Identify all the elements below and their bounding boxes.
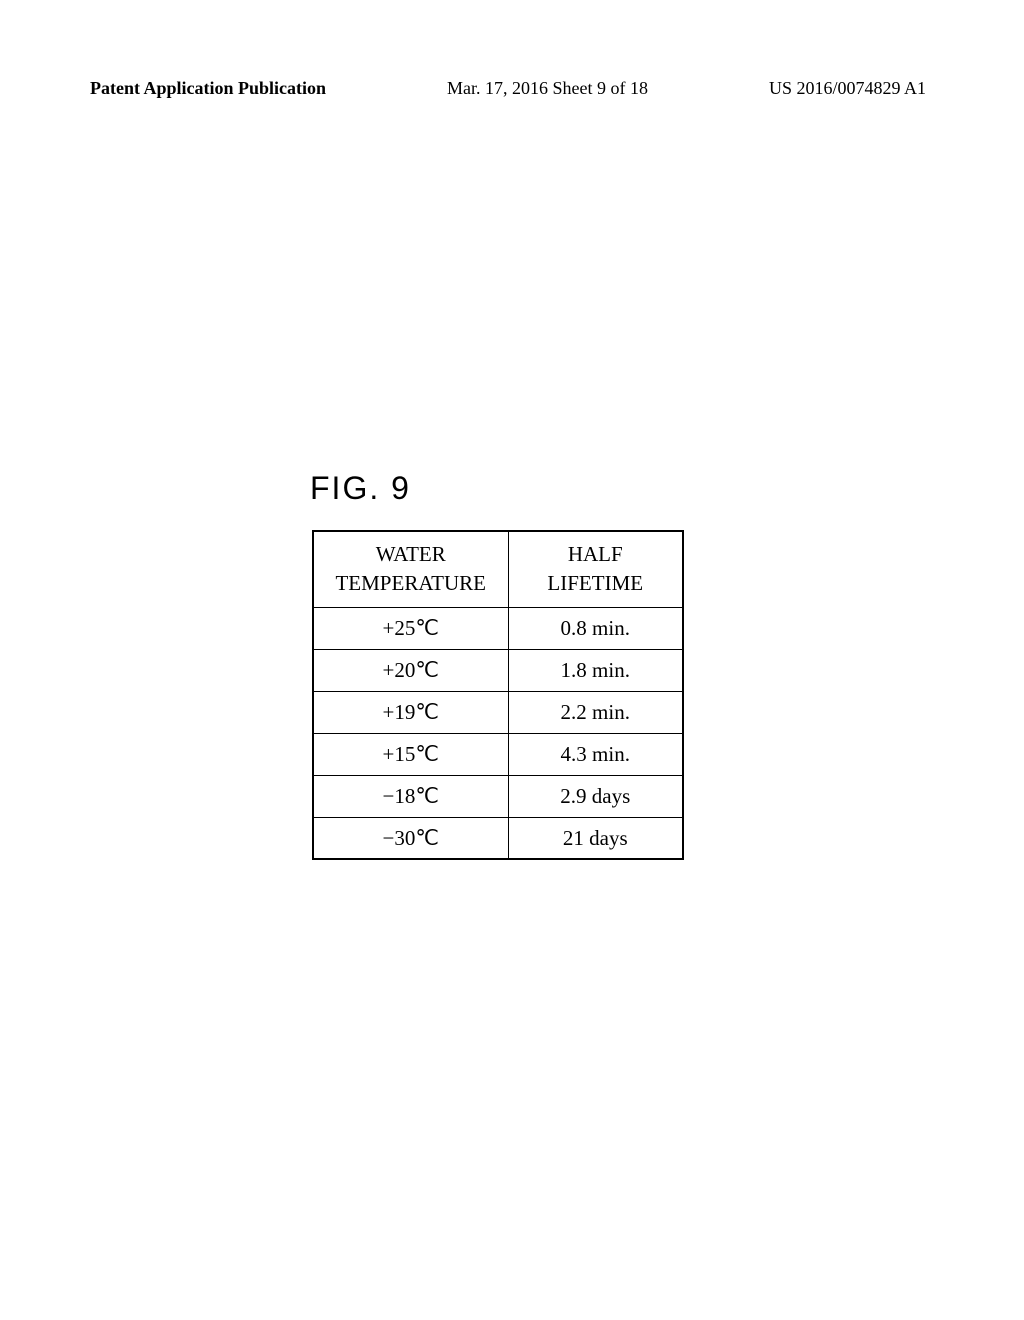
cell-temperature: −30℃ (313, 817, 508, 859)
cell-temperature: +25℃ (313, 607, 508, 649)
cell-halflife: 21 days (508, 817, 683, 859)
cell-temperature: +15℃ (313, 733, 508, 775)
data-table-container: WATER TEMPERATURE HALF LIFETIME +25℃ 0.8… (312, 530, 684, 860)
header-date-sheet: Mar. 17, 2016 Sheet 9 of 18 (447, 78, 648, 99)
table-row: +25℃ 0.8 min. (313, 607, 683, 649)
table-row: +19℃ 2.2 min. (313, 691, 683, 733)
table-row: +20℃ 1.8 min. (313, 649, 683, 691)
cell-halflife: 1.8 min. (508, 649, 683, 691)
cell-halflife: 2.2 min. (508, 691, 683, 733)
halflife-table: WATER TEMPERATURE HALF LIFETIME +25℃ 0.8… (312, 530, 684, 860)
table-header-row: WATER TEMPERATURE HALF LIFETIME (313, 531, 683, 607)
table-row: −30℃ 21 days (313, 817, 683, 859)
cell-halflife: 2.9 days (508, 775, 683, 817)
header-publication-number: US 2016/0074829 A1 (769, 78, 926, 99)
cell-halflife: 4.3 min. (508, 733, 683, 775)
column-header-halflife: HALF LIFETIME (508, 531, 683, 607)
page-header: Patent Application Publication Mar. 17, … (0, 78, 1024, 99)
cell-temperature: +19℃ (313, 691, 508, 733)
column-header-temperature: WATER TEMPERATURE (313, 531, 508, 607)
cell-temperature: −18℃ (313, 775, 508, 817)
cell-halflife: 0.8 min. (508, 607, 683, 649)
table-row: +15℃ 4.3 min. (313, 733, 683, 775)
cell-temperature: +20℃ (313, 649, 508, 691)
header-publication-type: Patent Application Publication (90, 78, 326, 99)
figure-label: FIG. 9 (310, 470, 411, 507)
table-row: −18℃ 2.9 days (313, 775, 683, 817)
